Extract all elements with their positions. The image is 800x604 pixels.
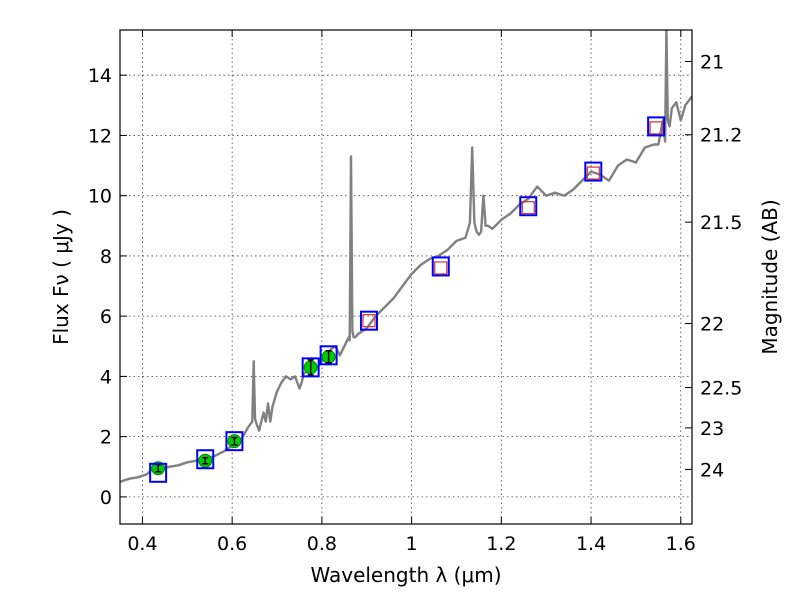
y2-axis-title: Magnitude (AB) (758, 199, 782, 354)
x-tick-label: 0.6 (217, 533, 247, 555)
y-tick-label: 8 (100, 246, 112, 268)
plot-frame (119, 29, 693, 525)
model-point-marker (519, 196, 538, 217)
model-point-marker (319, 345, 338, 366)
upper-limit-marker (586, 166, 600, 180)
upper-limit-marker (521, 201, 535, 215)
x-tick-label: 0.4 (127, 533, 157, 555)
model-point-marker (584, 161, 603, 182)
x-tick-label: 1.6 (666, 533, 696, 555)
y-tick-label: 4 (100, 366, 112, 388)
model-point-marker (431, 256, 450, 277)
axis-ticks: 0.4 0.6 0.8 1 1.2 1.4 1.6024681012142121.221.5… (88, 30, 742, 555)
y-tick-label: 2 (100, 427, 112, 449)
model-point-marker (647, 116, 666, 137)
x-axis-title: Wavelength λ (μm) (310, 563, 501, 587)
spectrum-line (120, 30, 692, 483)
upper-limit-marker (434, 261, 448, 275)
model-point-marker (359, 310, 378, 331)
y-tick-label: 14 (88, 65, 112, 87)
y2-tick-label: 24 (700, 459, 724, 481)
y-tick-label: 12 (88, 125, 112, 147)
y2-tick-label: 21.5 (700, 212, 742, 234)
y-tick-label: 0 (100, 487, 112, 509)
y-tick-label: 6 (100, 306, 112, 328)
x-tick-label: 0.8 (307, 533, 337, 555)
y2-tick-label: 22 (700, 314, 724, 336)
y2-tick-label: 23 (700, 418, 724, 440)
y2-tick-label: 22.5 (700, 378, 742, 400)
model-point-marker (225, 431, 244, 452)
y-axis-title: Flux Fν ( μJy ) (49, 209, 73, 345)
y2-tick-label: 21 (700, 51, 724, 73)
grid (120, 30, 692, 524)
model-point-marker (149, 462, 168, 483)
y-tick-label: 10 (88, 186, 112, 208)
x-tick-label: 1 (406, 533, 418, 555)
model-point-marker (196, 449, 215, 470)
x-tick-label: 1.2 (486, 533, 516, 555)
upper-limit-marker (362, 314, 376, 328)
upper-limit-marker (649, 121, 663, 135)
plot-area (120, 30, 692, 483)
data-group (120, 30, 692, 483)
model-point-marker (301, 357, 320, 378)
x-tick-label: 1.4 (576, 533, 606, 555)
y2-tick-label: 21.2 (700, 125, 742, 147)
